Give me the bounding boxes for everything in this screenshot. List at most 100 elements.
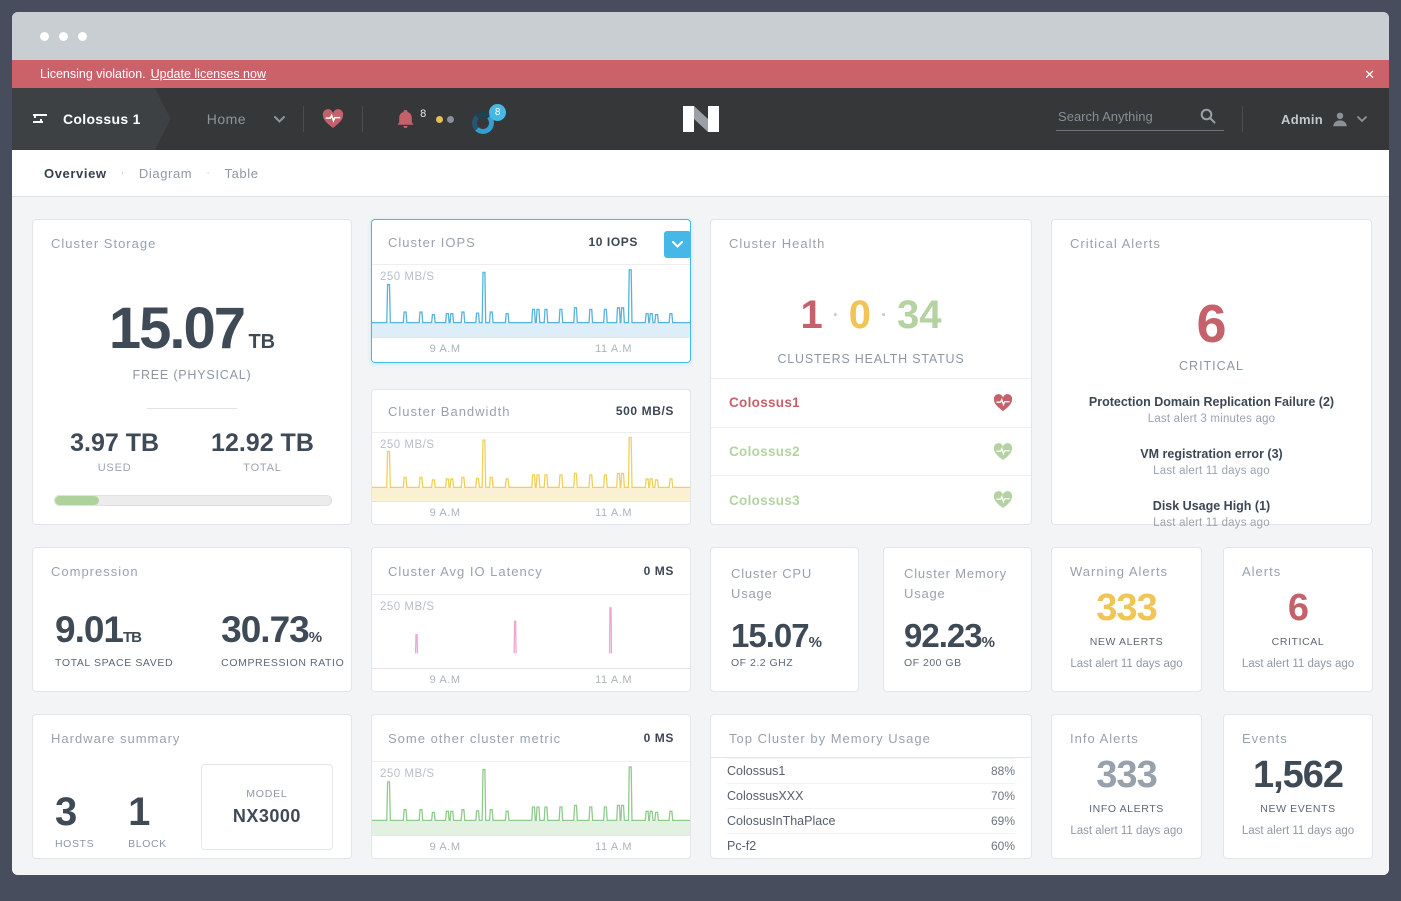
warning-alerts-card: Warning Alerts 333 NEW ALERTS Last alert… <box>1051 547 1202 692</box>
separator-dot: · <box>832 305 839 325</box>
memory-percent: 70% <box>990 789 1015 803</box>
alerts-bell[interactable]: 8 <box>397 107 427 129</box>
user-menu[interactable]: Admin <box>1281 110 1367 128</box>
heart-critical-icon <box>993 393 1013 412</box>
bell-count-badge: 8 <box>420 107 427 120</box>
divider <box>1242 106 1244 132</box>
health-row-colossus1[interactable]: Colossus1 <box>711 378 1031 427</box>
ratio-label: COMPRESSION RATIO <box>221 657 345 669</box>
events-count: 1,562 <box>1252 754 1344 796</box>
top-memory-row[interactable]: ColossusXXX 70% <box>727 783 1015 808</box>
tab-separator: · <box>120 167 125 179</box>
other-metric-value: 0 MS <box>643 731 674 745</box>
top-navbar: Colossus 1 Home 8 <box>12 88 1389 150</box>
health-row-colossus2[interactable]: Colossus2 <box>711 426 1031 476</box>
memory-percent: 60% <box>990 839 1015 853</box>
info-alerts-card: Info Alerts 333 INFO ALERTS Last alert 1… <box>1051 714 1202 859</box>
chart-dropdown-button[interactable] <box>664 231 690 258</box>
alerts-count: 6 <box>1287 587 1309 629</box>
ratio-value: 30.73 <box>221 609 310 650</box>
tasks-indicator[interactable]: 8 <box>472 104 507 134</box>
tab-table[interactable]: Table <box>224 165 259 181</box>
cluster-link[interactable]: Pc-f2 <box>727 839 757 853</box>
cluster-link[interactable]: Colossus1 <box>727 764 786 778</box>
tab-diagram[interactable]: Diagram <box>138 165 193 181</box>
chart-gridline-label: 250 MB/S <box>380 439 435 451</box>
home-menu[interactable]: Home <box>207 111 286 127</box>
card-title: Compression <box>51 564 139 579</box>
tab-separator: · <box>206 167 211 179</box>
saved-value: 9.01 <box>55 609 124 650</box>
x-tick: 11 A.M <box>595 674 633 686</box>
storage-used-label: USED <box>97 462 132 474</box>
search-input[interactable] <box>1056 107 1201 125</box>
search-box[interactable] <box>1056 107 1225 131</box>
alert-title-link[interactable]: Protection Domain Replication Failure (2… <box>1088 395 1335 409</box>
sparkline-chart <box>372 762 690 835</box>
bandwidth-current-value: 500 MB/S <box>615 404 674 418</box>
window-control-dot[interactable] <box>40 31 49 41</box>
storage-progress-bar <box>54 495 332 506</box>
health-heart-icon[interactable] <box>322 109 344 129</box>
status-dots <box>436 115 455 123</box>
window-control-dot[interactable] <box>59 31 68 41</box>
critical-count: 6 <box>1196 294 1227 354</box>
latency-chart: 250 MB/S <box>372 594 690 668</box>
search-icon[interactable] <box>1200 108 1216 124</box>
app-window: Licensing violation. Update licenses now… <box>12 12 1389 875</box>
cluster-name: Colossus 1 <box>63 111 141 127</box>
model-box: MODEL NX3000 <box>200 764 333 850</box>
chart-gridline-label: 250 MB/S <box>380 768 435 780</box>
cluster-selector[interactable]: Colossus 1 <box>12 88 171 150</box>
alert-title-link[interactable]: VM registration error (3) <box>1140 447 1283 461</box>
storage-total-value: 12.92 TB <box>211 429 314 457</box>
separator-dot: · <box>881 305 887 325</box>
card-title: Warning Alerts <box>1070 564 1169 579</box>
hosts-value: 3 <box>55 790 78 834</box>
cluster-link[interactable]: Colossus1 <box>729 395 800 411</box>
cpu-capacity-label: OF 2.2 GHZ <box>731 657 794 669</box>
cluster-link[interactable]: Colossus2 <box>729 444 800 459</box>
top-memory-row[interactable]: Colossus1 88% <box>727 758 1015 783</box>
x-tick: 9 A.M <box>429 507 461 519</box>
update-licenses-link[interactable]: Update licenses now <box>150 67 266 81</box>
events-count-label: NEW EVENTS <box>1260 803 1336 815</box>
cpu-usage-card: Cluster CPU Usage 15.07% OF 2.2 GHZ <box>710 547 859 692</box>
alert-title-link[interactable]: Disk Usage High (1) <box>1152 499 1271 513</box>
heart-healthy-icon <box>993 491 1013 509</box>
cluster-link[interactable]: Colossus3 <box>729 492 800 508</box>
divider <box>147 408 237 409</box>
alert-item: VM registration error (3) Last alert 11 … <box>1052 447 1371 477</box>
health-row-colossus3[interactable]: Colossus3 <box>711 475 1031 524</box>
cluster-health-card: Cluster Health 1 · 0 · 34 CLUSTERS HEALT… <box>710 219 1032 525</box>
cluster-link[interactable]: ColossusXXX <box>727 789 804 803</box>
menu-icon[interactable] <box>32 112 50 126</box>
memory-percent: 88% <box>990 764 1015 778</box>
card-title: Cluster IOPS <box>388 234 476 250</box>
close-icon[interactable]: ✕ <box>1364 66 1375 82</box>
chart-x-axis: 9 A.M 11 A.M <box>372 337 690 362</box>
tab-overview[interactable]: Overview <box>44 165 107 181</box>
cpu-unit: % <box>808 634 822 651</box>
gray-dot-icon <box>447 115 455 123</box>
card-title: Critical Alerts <box>1070 236 1161 251</box>
cluster-storage-card: Cluster Storage 15.07 TB FREE (PHYSICAL)… <box>32 219 352 525</box>
critical-alerts-card: Critical Alerts 6 CRITICAL Protection Do… <box>1051 219 1372 529</box>
block-stat: 1 BLOCK <box>128 792 167 850</box>
divider <box>303 106 305 132</box>
sparkline-chart <box>372 433 690 501</box>
cluster-iops-card: Cluster IOPS 10 IOPS 250 MB/S 9 A.M <box>371 219 691 363</box>
cluster-link[interactable]: ColosusInThaPlace <box>727 814 836 828</box>
compression-card: Compression 9.01TB TOTAL SPACE SAVED 30.… <box>32 547 352 692</box>
alert-timestamp: Last alert 11 days ago <box>1153 465 1270 477</box>
top-memory-row[interactable]: ColosusInThaPlace 69% <box>727 808 1015 833</box>
x-tick: 11 A.M <box>595 841 633 853</box>
latency-current-value: 0 MS <box>643 564 674 578</box>
top-memory-row[interactable]: Pc-f2 60% <box>727 833 1015 858</box>
window-control-dot[interactable] <box>78 31 87 41</box>
compression-ratio-metric: 30.73% COMPRESSION RATIO <box>221 609 344 669</box>
hardware-summary-card: Hardware summary 3 HOSTS 1 BLOCK MODEL N <box>32 714 352 859</box>
storage-free-unit: TB <box>248 331 276 353</box>
spinner-icon <box>472 112 495 134</box>
model-value: NX3000 <box>232 805 301 826</box>
